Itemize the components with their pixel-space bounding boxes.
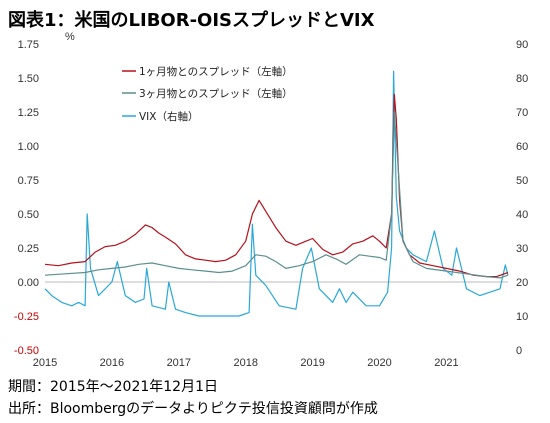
right-tick-label: 20 — [516, 277, 528, 289]
x-tick-label: 2019 — [300, 357, 324, 369]
right-tick-label: 0 — [516, 345, 522, 357]
x-tick-label: 2016 — [100, 357, 124, 369]
x-tick-label: 2018 — [233, 357, 257, 369]
right-tick-label: 30 — [516, 243, 528, 255]
x-tick-label: 2017 — [167, 357, 191, 369]
left-tick-label: 0.25 — [18, 243, 39, 255]
source-note: 出所：Bloombergのデータよりピクテ投信投資顧問が作成 — [8, 401, 378, 417]
x-tick-label: 2021 — [434, 357, 458, 369]
left-tick-label: 0.50 — [18, 209, 39, 221]
right-tick-label: 60 — [516, 141, 528, 153]
left-tick-label: 1.75 — [18, 39, 39, 51]
left-tick-label: -0.25 — [14, 311, 39, 323]
x-tick-label: 2020 — [367, 357, 391, 369]
left-tick-label: 1.25 — [18, 107, 39, 119]
legend-label: 3ヶ月物とのスプレッド（左軸） — [139, 87, 293, 100]
left-tick-label: -0.50 — [14, 345, 39, 357]
series-line-spread_3m — [44, 111, 509, 279]
right-tick-label: 50 — [516, 175, 528, 187]
right-tick-label: 10 — [516, 311, 528, 323]
legend-label: 1ヶ月物とのスプレッド（左軸） — [139, 65, 293, 78]
left-tick-label: 1.00 — [18, 141, 39, 153]
right-tick-label: 70 — [516, 107, 528, 119]
left-tick-label: 1.50 — [18, 73, 39, 85]
left-axis-unit: % — [65, 31, 75, 43]
right-tick-label: 90 — [516, 39, 528, 51]
period-note: 期間：2015年～2021年12月1日 — [8, 379, 218, 395]
legend-label: VIX（右軸） — [139, 110, 198, 123]
left-tick-label: 0.00 — [18, 277, 39, 289]
chart-title: 図表1：米国のLIBOR-OISスプレッドとVIX — [8, 10, 375, 31]
right-tick-label: 40 — [516, 209, 528, 221]
right-tick-label: 80 — [516, 73, 528, 85]
x-tick-label: 2015 — [33, 357, 57, 369]
left-tick-label: 0.75 — [18, 175, 39, 187]
series-line-vix — [44, 70, 509, 317]
